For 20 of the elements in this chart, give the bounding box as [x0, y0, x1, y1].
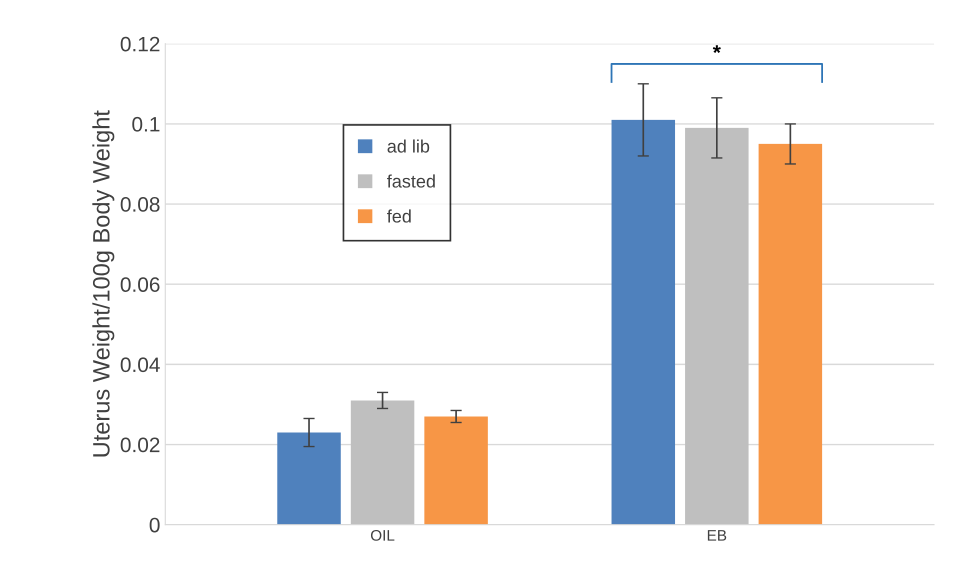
y-axis-title: Uterus Weight/100g Body Weight — [92, 110, 114, 457]
y-tick-label: 0 — [150, 518, 160, 532]
y-tick-label: 0.04 — [120, 357, 160, 372]
y-tick-label: 0.12 — [120, 36, 160, 52]
legend-label: fasted — [387, 174, 435, 188]
x-tick-label: OIL — [370, 530, 394, 541]
bar — [277, 432, 341, 525]
bar — [612, 120, 676, 525]
y-tick-label: 0.06 — [120, 277, 160, 292]
bar — [350, 400, 414, 525]
y-tick-label: 0.02 — [120, 438, 160, 452]
y-tick-label: 0.08 — [120, 197, 160, 212]
y-tick-label: 0.1 — [132, 116, 160, 132]
bar — [758, 144, 822, 525]
bar — [685, 128, 749, 525]
legend-label: fed — [387, 209, 411, 223]
annotation: * — [712, 45, 721, 54]
legend-label: ad lib — [388, 139, 430, 153]
x-tick-label: EB — [708, 530, 726, 541]
bar — [424, 416, 488, 525]
